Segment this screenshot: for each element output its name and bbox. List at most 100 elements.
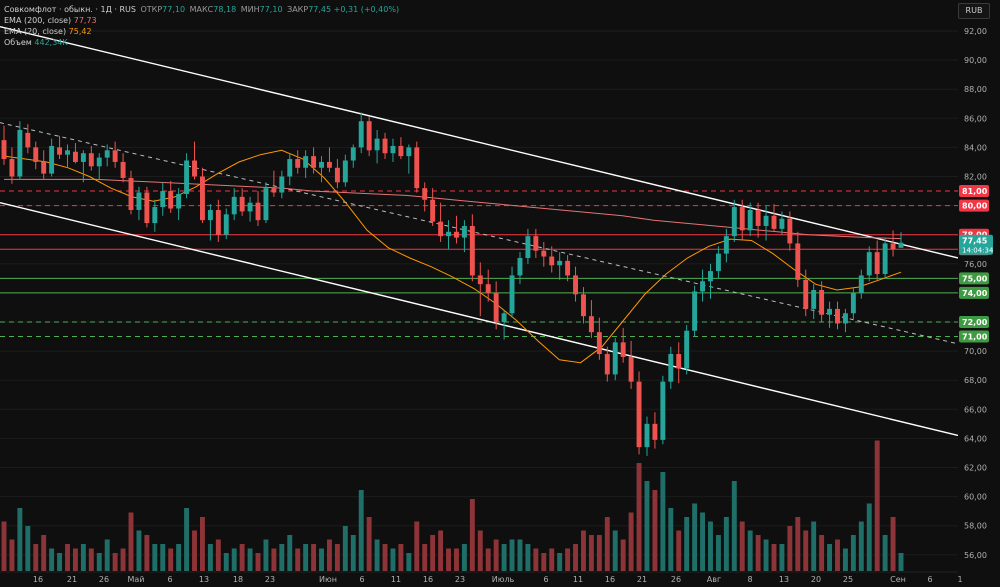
volume-bar [644,481,650,571]
level-label-bg [959,286,989,299]
candle-body [779,218,785,229]
volume-bar [382,544,388,571]
candle [676,342,682,384]
volume-bar [795,517,801,571]
candle [485,269,491,302]
volume-bar [787,526,793,571]
candle-body [57,147,63,155]
candle-body [366,121,372,151]
volume-bar [271,548,277,571]
volume-bar [215,539,221,571]
candle-body [731,207,737,237]
volume-bar [33,544,39,571]
candle [882,237,888,279]
volume-bar [541,553,547,571]
volume-bar [279,544,285,571]
legend-ema20-value: 75,42 [68,27,92,36]
candle-body [890,243,896,250]
candle [136,186,142,221]
candle-body [612,342,618,375]
candle-body [723,236,729,254]
candle [247,196,253,222]
candle-body [715,253,721,272]
legend-volume-row[interactable]: Объем 442,34K [4,37,399,48]
trend-lines[interactable] [0,25,959,437]
candle [199,167,205,224]
volume-bar [819,535,825,571]
candle-body [120,161,126,178]
volume-bar [565,548,571,571]
trend-line-upper[interactable] [0,25,959,259]
candle-body [700,281,706,292]
time-tick: Сен [890,575,906,584]
candle-body [501,313,507,322]
candle [49,138,55,177]
volume-bar [247,548,253,571]
volume-bar [57,553,63,571]
trend-line-middle[interactable] [0,122,959,345]
volume-bar [628,512,634,571]
volume-bar [41,535,47,571]
candle-body [636,381,642,448]
candle [604,346,610,382]
volume-bar [604,517,610,571]
volume-bar [96,553,102,571]
ema20-line [3,149,902,364]
candle [366,116,372,157]
volume-bar [319,548,324,571]
time-axis[interactable]: 16 21 26 Май 6 13 18 23 Июн 6 11 16 23 Июль 6 11 16 21 26 А… [0,571,963,584]
trend-line-lower[interactable] [0,202,959,437]
level-label-71,00: 71,00 [959,330,989,343]
volume-bar [303,544,309,571]
level-labels: 81,0080,0078,0077,0075,0074,0072,0071,00… [959,185,994,343]
candle [342,154,348,187]
candle-body [557,260,563,266]
candle-body [41,161,47,174]
candle-body [525,236,531,258]
candle [803,269,809,317]
candle [549,246,555,273]
legend-ema200-row[interactable]: EMA (200, close) 77,73 [4,15,399,26]
volume-bar [446,548,451,571]
candle-body [287,159,293,177]
candle [334,159,340,189]
candle [168,180,174,213]
candle-body [898,242,904,248]
legend-title[interactable]: Совкомфлот · обыкн. · 1Д · RUS [4,5,136,14]
volume-bar [747,530,753,571]
candle [898,232,904,248]
candle [708,263,713,299]
candle [795,231,801,288]
time-tick: 11 [391,575,401,584]
candle [581,287,586,324]
level-label-74,00: 74,00 [959,286,989,299]
time-tick: 26 [99,575,109,584]
legend-ema200-label: EMA (200, close) [4,16,72,25]
volume-bar [882,535,888,571]
currency-selector[interactable]: RUB [958,3,990,19]
volume-bar [842,548,848,571]
candle-body [874,252,880,274]
volume-bar [700,512,706,571]
volume-bar [255,553,261,571]
candle [279,170,285,199]
volume-bar [430,535,436,571]
candle-body [207,209,213,221]
legend-main-row: Совкомфлот · обыкн. · 1Д · RUS ОТКР77,10… [4,4,399,15]
volume-bar [874,440,880,571]
price-tick: 88,00 [964,85,987,94]
volume-bar [866,503,872,571]
legend-ema20-row[interactable]: EMA (20, close) 75,42 [4,26,399,37]
time-tick: 11 [573,575,583,584]
candle-body [263,188,269,221]
candle [501,310,507,340]
candle [57,135,63,160]
candle [469,214,475,282]
volume-bar [168,548,174,571]
candle [517,252,523,285]
volume-bar [573,544,579,571]
candle [295,150,301,174]
candle [811,284,817,320]
